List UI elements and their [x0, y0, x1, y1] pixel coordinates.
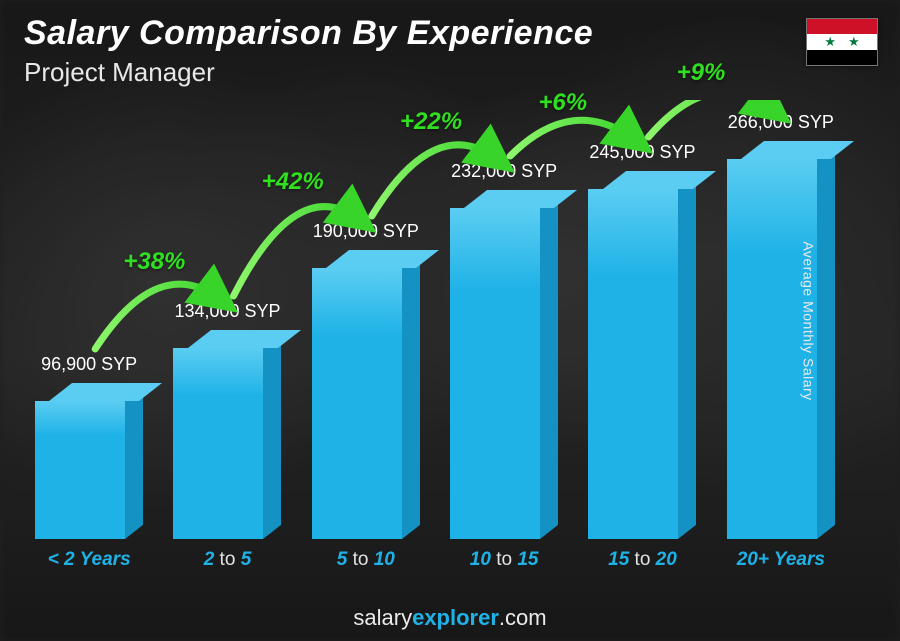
flag-star-icon: ★ — [824, 34, 836, 50]
bar-top-face — [464, 190, 577, 208]
bar-front-face — [588, 189, 678, 539]
x-axis-label: 5 to 10 — [297, 549, 435, 571]
x-axis-label: 20+ Years — [712, 549, 850, 571]
bar-top-face — [49, 383, 162, 401]
salary-bar — [727, 141, 835, 539]
flag-stripe-bot — [807, 50, 877, 65]
flag-stripe-top — [807, 19, 877, 34]
country-flag: ★★ — [806, 18, 878, 66]
footer-accent: explorer — [412, 605, 499, 630]
bar-front-face — [450, 208, 540, 539]
bar-front-face — [312, 268, 402, 539]
chart-title: Salary Comparison By Experience — [24, 14, 593, 53]
increase-pct-label: +38% — [123, 248, 185, 276]
footer-attribution: salaryexplorer.com — [0, 605, 900, 631]
bar-top-face — [188, 330, 301, 348]
bar-side-face — [402, 254, 420, 539]
x-axis-label: 15 to 20 — [573, 549, 711, 571]
flag-stars: ★★ — [807, 34, 877, 49]
bar-side-face — [263, 334, 281, 539]
salary-bar — [35, 383, 143, 539]
salary-bar — [450, 190, 558, 539]
bar-slot: 232,000 SYP — [435, 68, 573, 539]
flag-star-icon: ★ — [848, 34, 860, 50]
bar-front-face — [173, 348, 263, 539]
x-axis-label: 2 to 5 — [158, 549, 296, 571]
bars-row: 96,900 SYP134,000 SYP190,000 SYP232,000 … — [20, 68, 850, 539]
bar-value-label: 266,000 SYP — [681, 112, 881, 133]
infographic-canvas: Salary Comparison By Experience Project … — [0, 0, 900, 641]
bar-side-face — [540, 194, 558, 539]
footer-prefix: salary — [353, 605, 412, 630]
increase-pct-label: +9% — [677, 59, 726, 87]
footer-suffix: .com — [499, 605, 547, 630]
bar-side-face — [678, 175, 696, 539]
bar-slot: 134,000 SYP — [158, 68, 296, 539]
bar-top-face — [741, 141, 854, 159]
chart-area: 96,900 SYP134,000 SYP190,000 SYP232,000 … — [20, 100, 850, 571]
bar-top-face — [603, 171, 716, 189]
increase-pct-label: +22% — [400, 108, 462, 136]
bar-side-face — [125, 387, 143, 539]
bar-slot: 266,000 SYP — [712, 68, 850, 539]
salary-bar — [312, 250, 420, 539]
bar-front-face — [35, 401, 125, 539]
salary-bar — [173, 330, 281, 539]
y-axis-label: Average Monthly Salary — [800, 241, 816, 400]
x-axis-labels: < 2 Years2 to 55 to 1010 to 1515 to 2020… — [20, 549, 850, 571]
bar-top-face — [326, 250, 439, 268]
x-axis-label: 10 to 15 — [435, 549, 573, 571]
bar-slot: 190,000 SYP — [297, 68, 435, 539]
salary-bar — [588, 171, 696, 539]
increase-pct-label: +6% — [538, 89, 587, 117]
x-axis-label: < 2 Years — [20, 549, 158, 571]
increase-pct-label: +42% — [262, 168, 324, 196]
bar-slot: 245,000 SYP — [573, 68, 711, 539]
bar-side-face — [817, 145, 835, 539]
